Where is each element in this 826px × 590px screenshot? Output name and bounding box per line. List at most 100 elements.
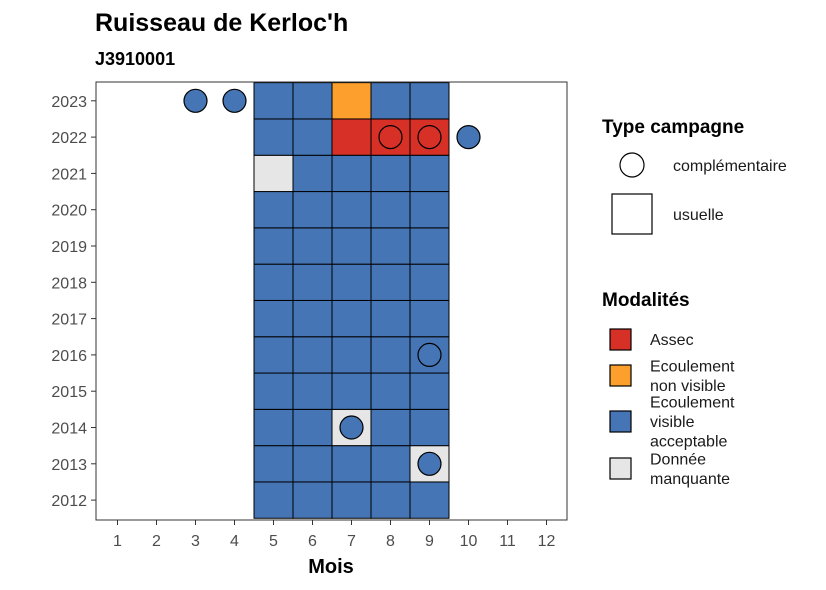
cell-2013-m7 [331, 445, 372, 483]
cell-2020-m6 [292, 191, 333, 229]
cell-2018-m7 [331, 263, 372, 301]
x-tick-label-2: 2 [152, 533, 161, 550]
cell-2017-m8 [370, 299, 411, 338]
cell-2020-m5 [253, 191, 294, 229]
y-axis: 2012 2013 2014 2015 2016 2017 2018 2019 2020 2021… [51, 94, 96, 510]
cell-2012-m6 [292, 481, 333, 519]
x-tick-label-11: 11 [499, 533, 516, 550]
x-tick-label-1: 1 [113, 533, 122, 550]
y-tick-label-2020: 2020 [51, 203, 87, 220]
y-tick-label-2018: 2018 [51, 275, 87, 292]
cell-2014-m5 [253, 408, 294, 447]
cell-2014-m9 [409, 408, 450, 447]
cell-2015-m7 [331, 372, 372, 410]
cell-2023-m6 [292, 82, 333, 120]
cell-2014-m8 [370, 408, 411, 447]
cell-2020-m8 [370, 191, 411, 229]
point-2022-m9 [417, 125, 442, 150]
cell-2016-m6 [292, 336, 333, 374]
cell-2018-m9 [409, 263, 450, 301]
cell-2023-m7 [331, 82, 372, 120]
cell-2015-m9 [409, 372, 450, 410]
cell-2016-m8 [370, 336, 411, 374]
cell-2022-m7 [331, 118, 372, 156]
cell-2019-m7 [331, 227, 372, 265]
legend-label-ecoulement-visible-acceptable-3: acceptable [650, 434, 727, 451]
legend-type-title: Type campagne [602, 117, 744, 138]
cell-2013-m8 [370, 445, 411, 483]
point-2023-m3 [183, 88, 208, 113]
x-tick-label-9: 9 [425, 533, 434, 550]
cell-2017-m5 [253, 299, 294, 338]
cell-2015-m6 [292, 372, 333, 410]
cell-2013-m5 [253, 445, 294, 483]
y-tick-label-2022: 2022 [51, 130, 87, 147]
cell-2019-m8 [370, 227, 411, 265]
chart-subtitle: J3910001 [95, 49, 175, 69]
cell-2022-m5 [253, 118, 294, 156]
point-2014-m7 [339, 415, 364, 440]
legend-label-donnee-manquante-2: manquante [650, 471, 730, 488]
legend-label-usuelle: usuelle [673, 207, 724, 224]
legend-label-ecoulement-visible-acceptable-1: Ecoulement [650, 395, 735, 412]
legend-key-ecoulement-visible-acceptable [609, 410, 632, 433]
y-tick-label-2016: 2016 [51, 348, 87, 365]
cell-2021-m9 [409, 154, 450, 193]
cell-2019-m6 [292, 227, 333, 265]
cell-2018-m6 [292, 263, 333, 301]
cell-2021-m5 [253, 154, 294, 193]
cell-2023-m8 [370, 82, 411, 120]
cell-2015-m5 [253, 372, 294, 410]
legend-key-ecoulement-non-visible [609, 364, 632, 387]
legend-key-donnee-manquante [609, 457, 632, 480]
cell-2018-m5 [253, 263, 294, 301]
cell-2012-m9 [409, 481, 450, 519]
legend-type-campagne: Type campagne complémentaire usuelle [602, 117, 787, 235]
x-axis: 1 2 3 4 5 6 7 8 9 10 11 12 [113, 520, 556, 550]
cell-2020-m7 [331, 191, 372, 229]
legend-label-complementaire: complémentaire [673, 158, 787, 175]
x-tick-label-6: 6 [308, 533, 317, 550]
cell-2019-m9 [409, 227, 450, 265]
cell-2021-m8 [370, 154, 411, 193]
cell-2016-m5 [253, 336, 294, 374]
cell-2017-m9 [409, 299, 450, 338]
legend-label-ecoulement-non-visible-2: non visible [650, 378, 726, 395]
y-tick-label-2012: 2012 [51, 493, 87, 510]
cell-2018-m8 [370, 263, 411, 301]
point-2023-m4 [222, 88, 247, 113]
cell-2021-m6 [292, 154, 333, 193]
cell-2013-m6 [292, 445, 333, 483]
x-tick-label-4: 4 [230, 533, 239, 550]
cell-2016-m7 [331, 336, 372, 374]
cell-2012-m8 [370, 481, 411, 519]
legend-key-assec [609, 328, 632, 351]
heatmap-cells [253, 82, 450, 519]
legend-circle-key [619, 152, 645, 178]
point-2022-m10 [456, 125, 481, 150]
x-tick-label-5: 5 [269, 533, 278, 550]
cell-2023-m9 [409, 82, 450, 120]
x-tick-label-8: 8 [386, 533, 395, 550]
y-tick-label-2023: 2023 [51, 94, 87, 111]
cell-2017-m6 [292, 299, 333, 338]
legend-label-assec-1: Assec [650, 332, 694, 349]
cell-2012-m7 [331, 481, 372, 519]
x-tick-label-12: 12 [538, 533, 556, 550]
x-tick-label-3: 3 [191, 533, 200, 550]
x-tick-label-7: 7 [347, 533, 356, 550]
legend-label-donnee-manquante-1: Donnée [650, 451, 706, 468]
legend-square-key [611, 193, 653, 235]
legend-label-ecoulement-non-visible-1: Ecoulement [650, 358, 735, 375]
cell-2021-m7 [331, 154, 372, 193]
point-2016-m9 [417, 342, 442, 367]
y-tick-label-2019: 2019 [51, 239, 87, 256]
x-tick-label-10: 10 [460, 533, 478, 550]
plot-area [95, 81, 568, 521]
y-tick-label-2017: 2017 [51, 312, 87, 329]
panel-border [95, 81, 568, 521]
cell-2023-m5 [253, 82, 294, 120]
y-tick-label-2015: 2015 [51, 384, 87, 401]
